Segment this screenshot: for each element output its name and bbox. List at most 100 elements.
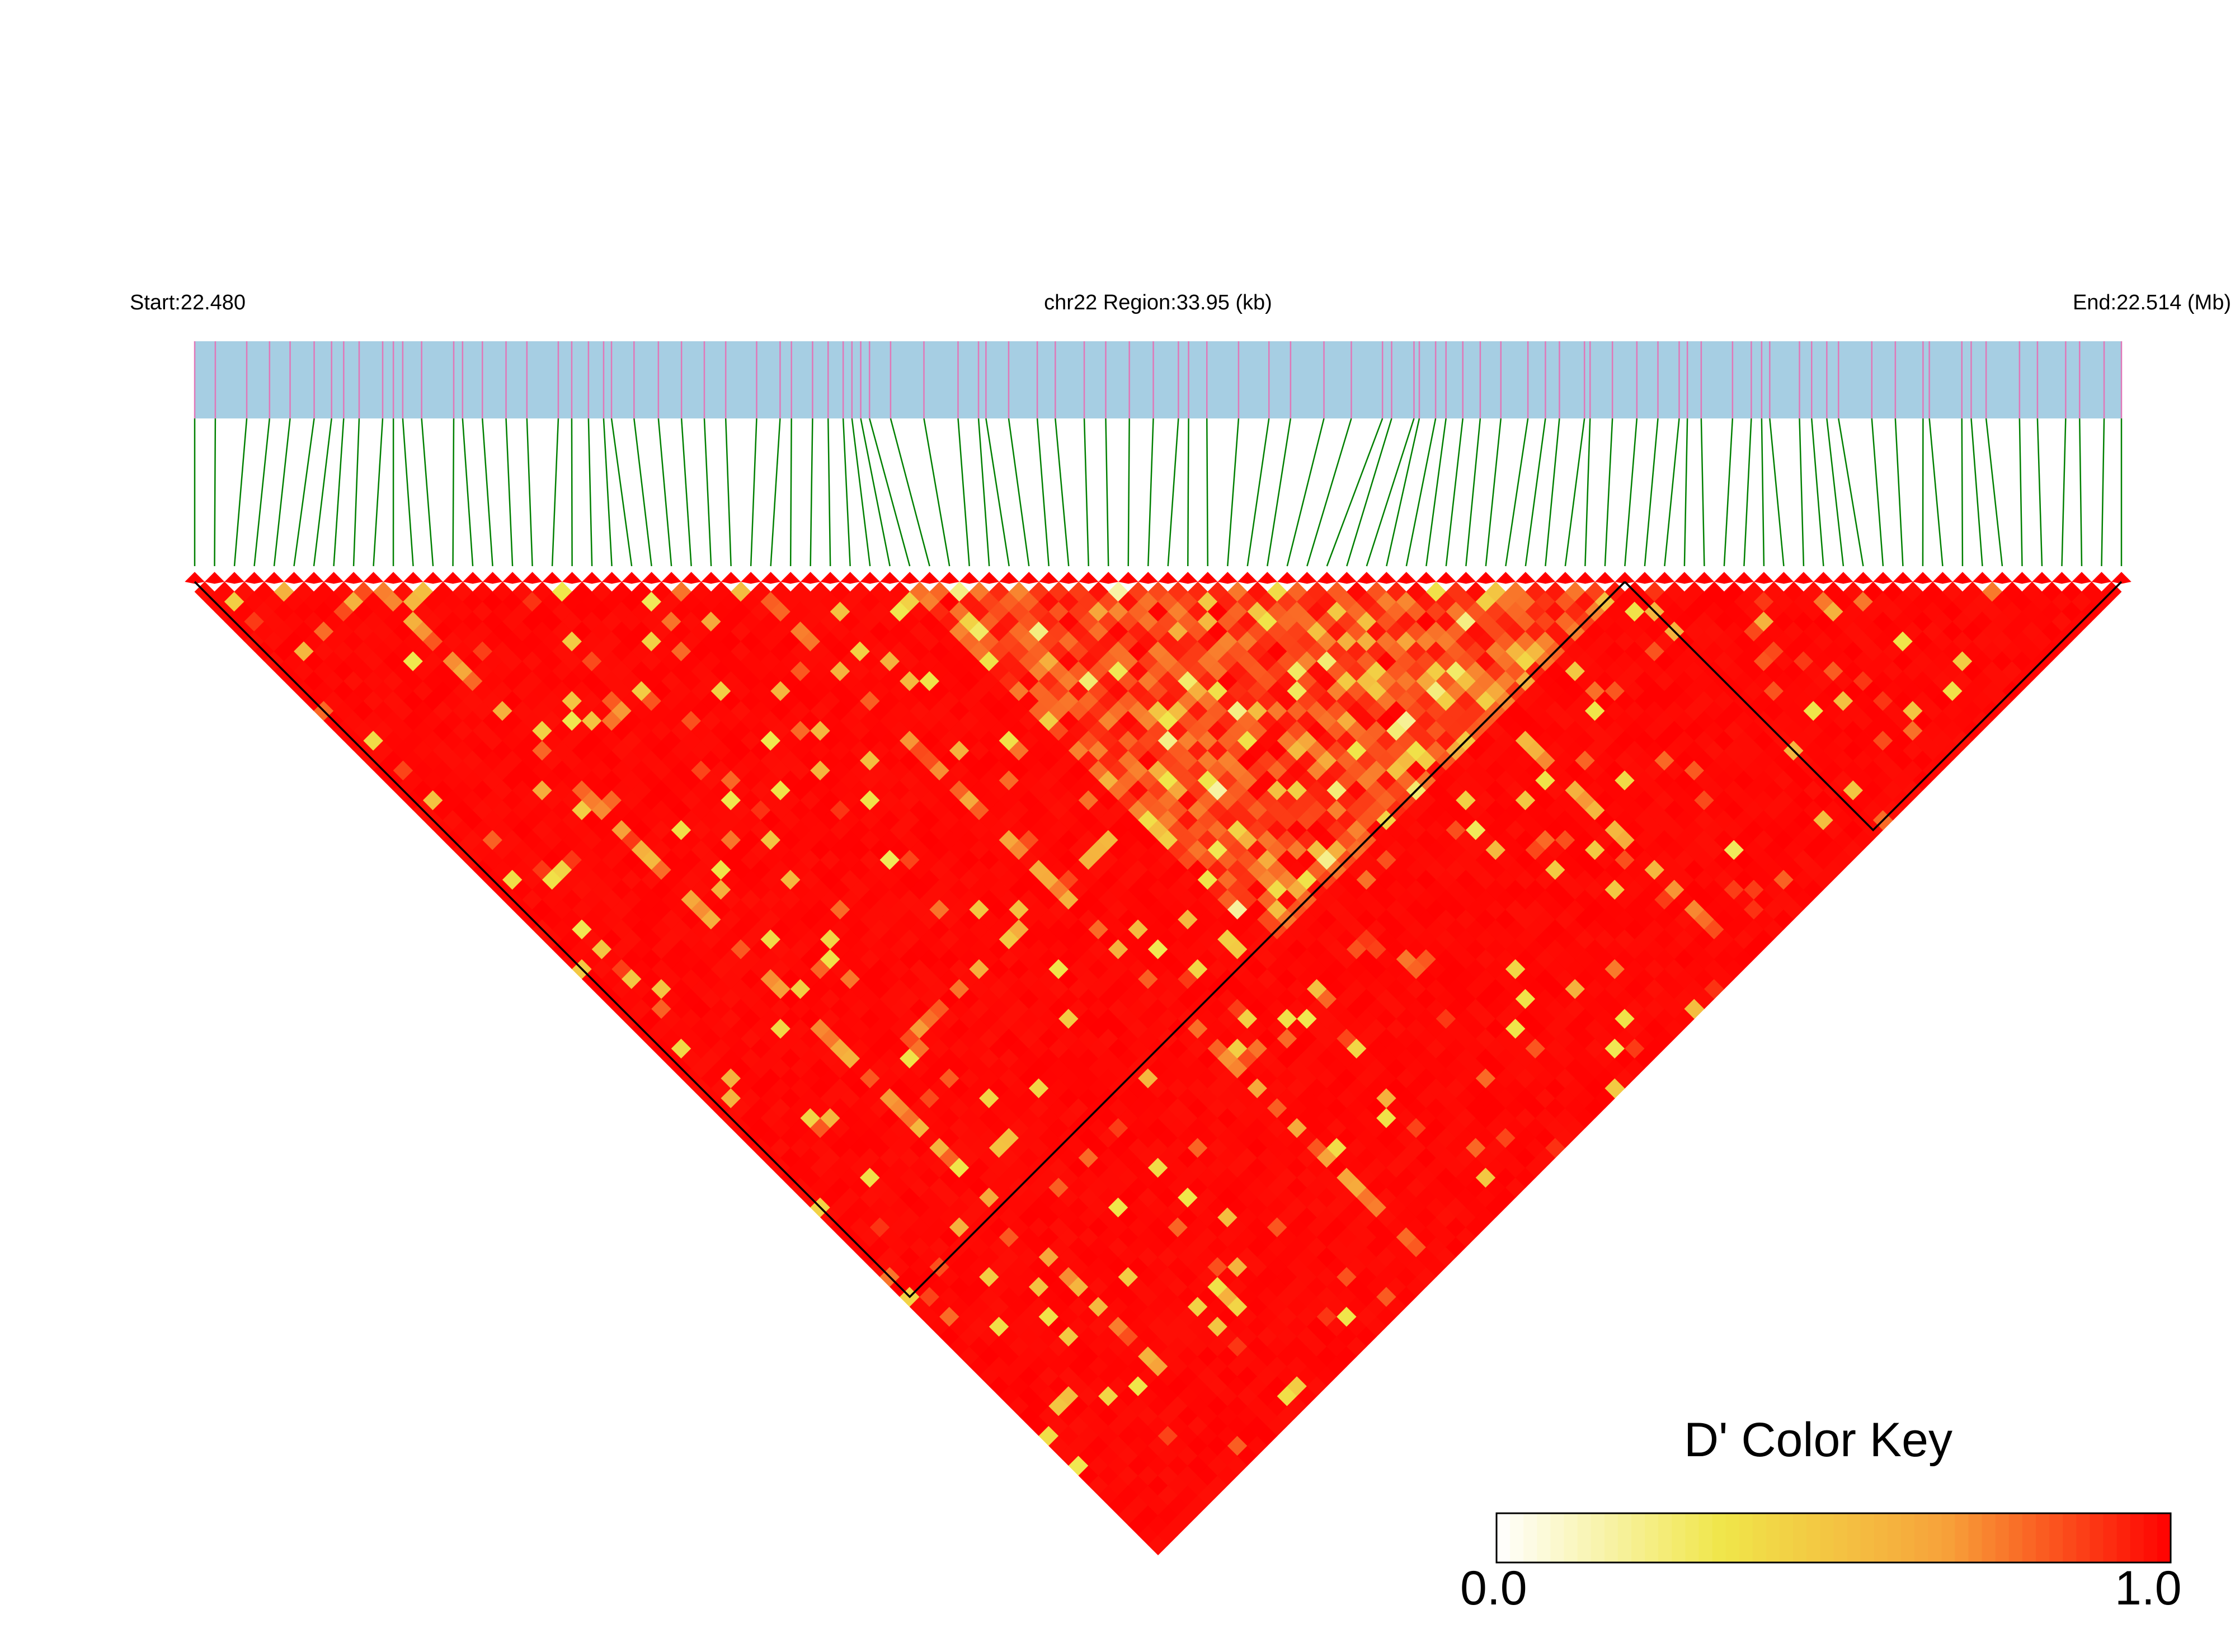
snp-connector — [452, 418, 455, 567]
snp-connector — [1985, 418, 2003, 567]
snp-connector-lines — [194, 418, 2123, 567]
snp-connector — [2036, 418, 2043, 567]
snp-connector — [724, 418, 732, 567]
snp-connector — [233, 418, 248, 567]
snp-connector — [1246, 418, 1270, 567]
snp-connector — [1545, 418, 1560, 567]
snp-connector — [750, 418, 757, 567]
snp-connector — [1838, 418, 1864, 567]
snp-connector — [1267, 418, 1292, 567]
snp-connector — [1227, 418, 1240, 567]
snp-connector — [421, 418, 434, 567]
snp-connector — [890, 418, 930, 567]
snp-connector — [253, 418, 271, 567]
snp-connector — [680, 418, 692, 567]
snp-connector — [1799, 418, 1805, 567]
snp-connector — [1167, 418, 1179, 567]
snp-connector — [1743, 418, 1752, 567]
snp-connector — [1286, 418, 1325, 567]
snp-connector — [1769, 418, 1785, 567]
snp-connector — [827, 418, 831, 567]
snp-connector — [633, 418, 652, 567]
snp-connector — [1147, 418, 1154, 567]
region-size-label: chr22 Region:33.95 (kb) — [1044, 291, 1272, 314]
snp-connector — [603, 418, 613, 567]
snp-connector — [957, 418, 970, 567]
snp-connector — [2061, 418, 2067, 567]
snp-connector — [1445, 418, 1464, 567]
snp-connector — [1386, 418, 1420, 567]
snp-connector — [402, 418, 414, 567]
snp-connector — [1306, 418, 1352, 567]
ld-cell-grid — [185, 572, 2132, 1556]
snp-connector — [810, 418, 813, 567]
snp-connector — [977, 418, 990, 567]
snp-connector — [1055, 418, 1070, 567]
snp-connector — [1564, 418, 1585, 567]
snp-connector — [587, 418, 593, 567]
snp-connector — [851, 418, 871, 567]
snp-position-track — [194, 341, 2123, 418]
snp-connector — [842, 418, 851, 567]
snp-connector — [1961, 418, 1964, 567]
snp-connector — [1871, 418, 1884, 567]
snp-connector — [1083, 418, 1089, 567]
snp-connector — [1127, 418, 1130, 567]
snp-connector — [1465, 418, 1481, 567]
snp-connector — [505, 418, 514, 567]
snp-connector — [923, 418, 951, 567]
snp-connector — [2018, 418, 2023, 567]
snp-connector — [789, 418, 792, 567]
snp-connector — [1326, 418, 1384, 567]
snp-connector — [313, 418, 332, 567]
snp-connector — [1624, 418, 1638, 567]
snp-connector — [482, 418, 493, 567]
snp-connector — [273, 418, 291, 567]
snp-connector — [1604, 418, 1613, 567]
snp-connector — [462, 418, 474, 567]
snp-connector — [1524, 418, 1546, 567]
snp-connector — [551, 418, 559, 567]
snp-connector — [868, 418, 911, 567]
snp-connector — [1366, 418, 1415, 567]
snp-connector — [1810, 418, 1824, 567]
snp-connector — [1683, 418, 1688, 567]
region-start-label: Start:22.480 — [130, 291, 246, 314]
snp-connector — [1894, 418, 1904, 567]
snp-connector — [860, 418, 891, 567]
snp-connector — [1644, 418, 1659, 567]
snp-connector — [610, 418, 633, 567]
snp-connector — [1723, 418, 1734, 567]
snp-connector — [373, 418, 384, 567]
snp-connector — [333, 418, 345, 567]
snp-connector — [657, 418, 672, 567]
region-end-label: End:22.514 (Mb) — [2072, 291, 2231, 314]
snp-connector — [1700, 418, 1705, 567]
snp-connector — [1425, 418, 1447, 567]
snp-connector — [352, 418, 360, 567]
snp-connector — [1761, 418, 1765, 567]
snp-connector — [985, 418, 1010, 567]
snp-connector — [2101, 418, 2105, 567]
snp-connector — [1664, 418, 1680, 567]
snp-track-bar — [195, 341, 2121, 418]
snp-connector — [1928, 418, 1944, 567]
snp-connector — [1584, 418, 1591, 567]
snp-connector — [1206, 418, 1209, 567]
snp-connector — [1036, 418, 1050, 567]
snp-connector — [293, 418, 315, 567]
snp-connector — [1505, 418, 1529, 567]
snp-connector — [2078, 418, 2083, 567]
snp-connector — [1405, 418, 1437, 567]
snp-connector — [770, 418, 781, 567]
snp-connector — [1346, 418, 1392, 567]
snp-connector — [1008, 418, 1030, 567]
snp-connector — [1970, 418, 1983, 567]
snp-connector — [703, 418, 712, 567]
snp-connector — [1485, 418, 1502, 567]
snp-connector — [1826, 418, 1845, 567]
snp-connector — [526, 418, 533, 567]
snp-connector — [1105, 418, 1109, 567]
